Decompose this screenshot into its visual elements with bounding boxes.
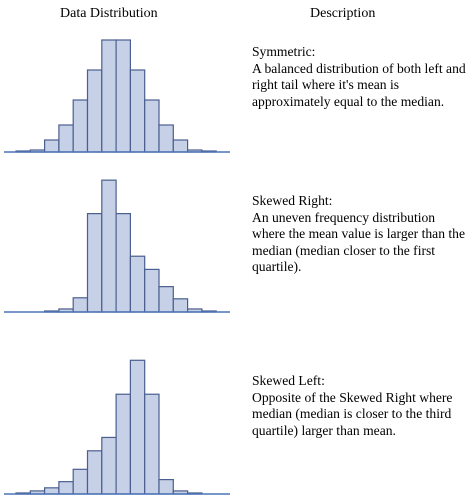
skewed-left-bar-10 <box>144 393 160 495</box>
symmetric-histogram <box>4 39 230 153</box>
skewed-left-bar-7 <box>101 436 117 495</box>
skewed-right-description-body: An uneven frequency distribution where t… <box>252 209 466 275</box>
skewed-right-bar-6 <box>86 213 103 313</box>
symmetric-bar-7 <box>101 39 117 153</box>
skewed-left-bar-5 <box>72 468 89 495</box>
symmetric-bar-8 <box>115 39 131 153</box>
symmetric-description-title: Symmetric: <box>252 44 316 59</box>
skewed-right-bar-9 <box>129 255 146 313</box>
data-distribution-header: Data Distribution <box>60 6 158 21</box>
skewed-right-description: Skewed Right: An uneven frequency distri… <box>252 193 470 276</box>
skewed-left-bar-3 <box>43 487 60 495</box>
symmetric-description: Symmetric: A balanced distribution of bo… <box>252 44 470 110</box>
skewed-right-bar-12 <box>172 298 189 313</box>
symmetric-description-body: A balanced distribution of both left and… <box>252 60 466 109</box>
symmetric-bar-11 <box>158 124 174 153</box>
symmetric-bar-10 <box>144 99 160 153</box>
skewed-right-bar-7 <box>101 179 117 313</box>
skewed-left-description: Skewed Left: Opposite of the Skewed Righ… <box>252 373 470 439</box>
symmetric-bar-4 <box>58 124 74 153</box>
skewed-left-description-body: Opposite of the Skewed Right where media… <box>252 389 453 438</box>
skewed-right-bar-8 <box>115 213 131 313</box>
skewed-right-bar-10 <box>144 268 160 313</box>
skewed-right-bar-11 <box>158 286 174 313</box>
symmetric-bar-9 <box>129 69 146 153</box>
skewed-left-bar-4 <box>58 481 74 495</box>
skewed-left-bar-6 <box>86 450 103 495</box>
symmetric-bar-6 <box>86 69 103 153</box>
symmetric-bar-12 <box>172 139 189 153</box>
skewed-left-histogram <box>4 359 230 495</box>
skewed-left-description-title: Skewed Left: <box>252 373 325 388</box>
symmetric-bar-3 <box>43 139 60 153</box>
skewed-left-bar-8 <box>115 393 131 495</box>
skewed-left-bar-11 <box>158 479 174 495</box>
description-header: Description <box>310 6 376 21</box>
symmetric-bar-5 <box>72 99 89 153</box>
skewed-right-bar-5 <box>72 297 89 313</box>
skewed-left-bar-9 <box>129 359 146 495</box>
skewed-right-description-title: Skewed Right: <box>252 193 333 208</box>
skewed-right-histogram <box>4 179 230 313</box>
